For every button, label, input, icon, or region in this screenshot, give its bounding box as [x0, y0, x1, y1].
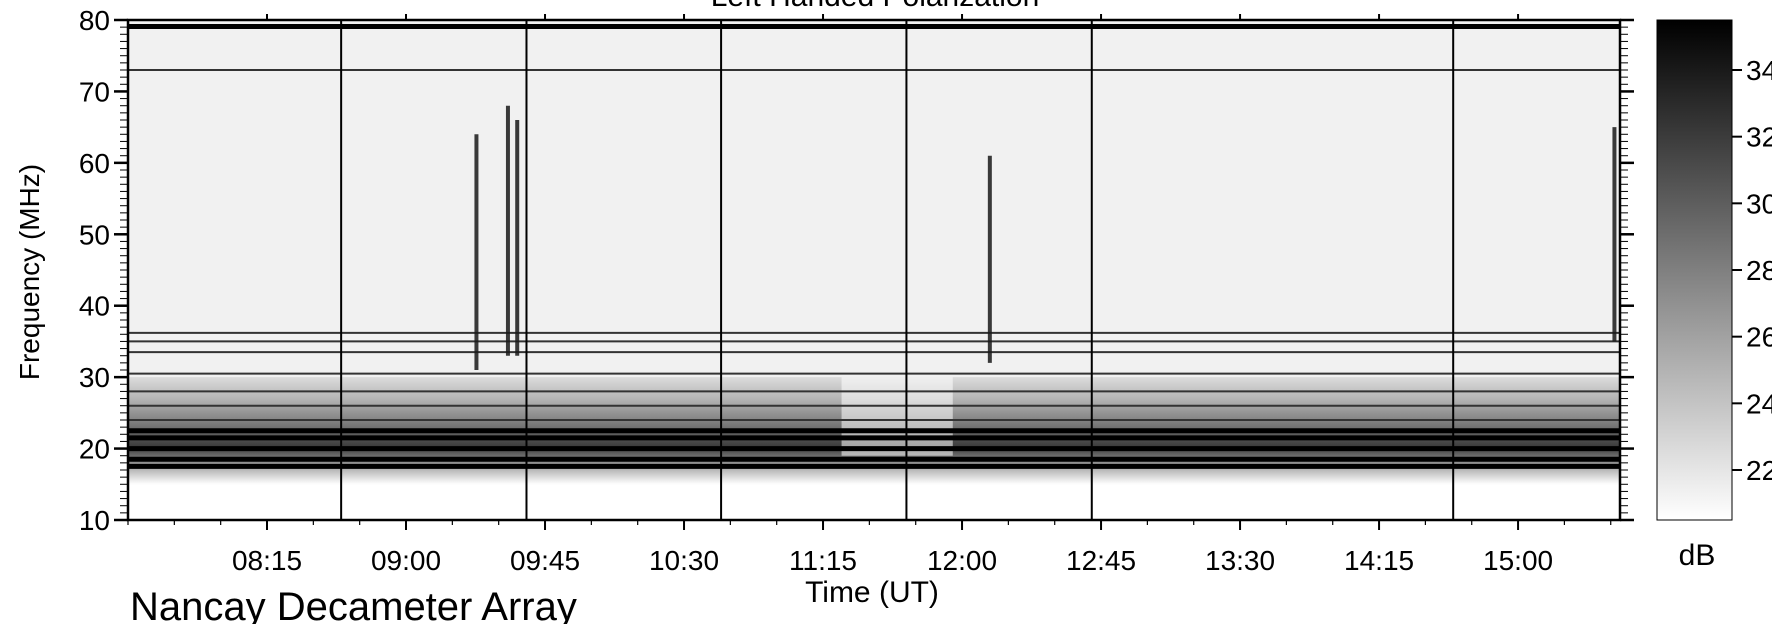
plot-area	[126, 18, 1622, 522]
y-tick-label: 70	[79, 76, 110, 107]
x-axis: 08:15 09:00 09:45 10:30 11:15 12:00 12:45 13:30…	[127, 14, 1612, 576]
x-tick-label: 12:00	[927, 545, 997, 576]
y-tick-label: 30	[79, 362, 110, 393]
colorbar-tick-label: 28	[1746, 255, 1772, 286]
x-tick-label: 11:15	[789, 545, 857, 576]
colorbar-tick-label: 26	[1746, 322, 1772, 353]
low-frequency-strip	[128, 484, 1620, 520]
colorbar-gradient	[1656, 19, 1733, 521]
colorbar-label: dB	[1679, 539, 1716, 572]
y-tick-label: 10	[79, 505, 110, 536]
colorbar-tick-label: 30	[1746, 188, 1772, 219]
y-tick-label: 80	[79, 5, 110, 36]
y-tick-label: 20	[79, 434, 110, 465]
colorbar-tick-label: 34	[1746, 55, 1772, 86]
colorbar-tick-label: 24	[1746, 388, 1772, 419]
x-tick-label: 10:30	[649, 545, 719, 576]
colorbar: 22 24 26 28 30 32 34	[1656, 19, 1772, 521]
x-tick-label: 09:00	[371, 545, 441, 576]
y-tick-label: 50	[79, 219, 110, 250]
x-tick-label: 09:45	[510, 545, 580, 576]
x-tick-label: 08:15	[232, 545, 302, 576]
y-tick-label: 60	[79, 148, 110, 179]
y-axis-label: Frequency (MHz)	[14, 164, 45, 380]
x-axis-label: Time (UT)	[805, 576, 939, 609]
chart-title: Left Handed Polarization	[711, 0, 1040, 13]
quiet-interval	[841, 377, 953, 456]
colorbar-tick-label: 22	[1746, 455, 1772, 486]
instrument-name: Nancay Decameter Array	[130, 585, 577, 624]
y-tick-label: 40	[79, 291, 110, 322]
y-axis: 10 20 30 40 50 60 70 80	[79, 5, 1634, 536]
top-edge-band	[128, 24, 1620, 29]
colorbar-tick-label: 32	[1746, 122, 1772, 153]
x-tick-label: 13:30	[1205, 545, 1275, 576]
x-tick-label: 12:45	[1066, 545, 1136, 576]
x-tick-label: 15:00	[1483, 545, 1553, 576]
x-tick-label: 14:15	[1344, 545, 1414, 576]
